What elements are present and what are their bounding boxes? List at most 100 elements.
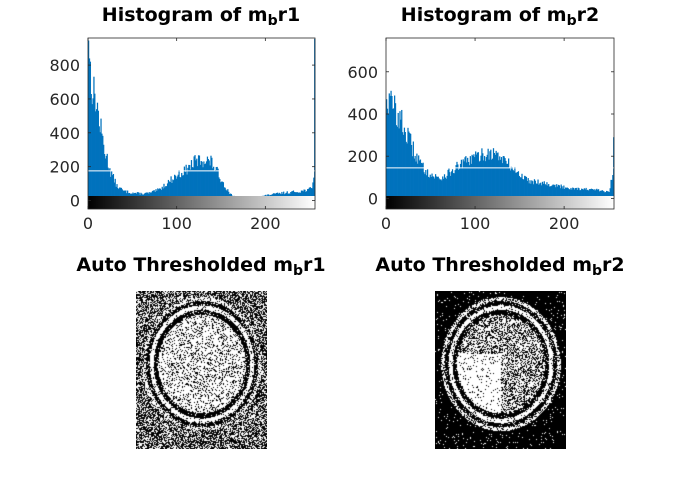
histogram-bar bbox=[176, 176, 178, 201]
histogram-bar bbox=[578, 188, 580, 199]
histogram-bar bbox=[124, 190, 126, 201]
histogram-bar bbox=[541, 181, 544, 199]
histogram-bar bbox=[414, 155, 416, 199]
histogram-bar bbox=[204, 164, 206, 201]
histogram-bar bbox=[518, 175, 520, 199]
histogram-bar bbox=[114, 178, 116, 201]
histogram-bar bbox=[163, 183, 165, 201]
histogram-bar bbox=[549, 186, 552, 199]
histogram-bar bbox=[532, 184, 535, 199]
histogram-bar bbox=[192, 167, 194, 201]
histogram-bar bbox=[187, 167, 189, 201]
histogram-bar bbox=[444, 177, 447, 199]
histogram-bar bbox=[208, 160, 210, 201]
histogram-bar bbox=[464, 157, 466, 199]
histogram-bar bbox=[96, 102, 99, 201]
histogram-bar bbox=[95, 109, 98, 201]
histogram-bar bbox=[308, 187, 311, 201]
histogram-bar bbox=[491, 159, 493, 199]
histogram-bar bbox=[500, 157, 503, 199]
histogram-bar bbox=[175, 178, 178, 201]
histogram-bar bbox=[423, 172, 425, 199]
histogram-bar bbox=[584, 189, 586, 199]
histogram-bar bbox=[565, 187, 567, 199]
histogram-bar bbox=[210, 155, 212, 201]
histogram-bar bbox=[469, 156, 471, 199]
histogram-bar bbox=[542, 183, 544, 199]
histogram-bar bbox=[198, 155, 201, 201]
histogram-bar bbox=[206, 156, 209, 201]
histogram-bar bbox=[174, 174, 176, 201]
histogram-bar bbox=[392, 108, 394, 199]
x-tick-label: 100 bbox=[460, 214, 491, 233]
histogram-bar bbox=[543, 181, 545, 199]
histogram-bar bbox=[540, 185, 543, 199]
y-tick-label: 400 bbox=[49, 124, 80, 143]
histogram-bar bbox=[127, 190, 129, 201]
histogram-bar bbox=[221, 181, 224, 201]
histogram-bar bbox=[426, 175, 428, 199]
histogram-bar bbox=[490, 149, 492, 199]
histogram-bar bbox=[190, 160, 193, 201]
histogram-bar bbox=[393, 108, 395, 199]
histogram-bar bbox=[532, 181, 534, 199]
histogram-bar bbox=[583, 188, 585, 199]
histogram-bar bbox=[598, 191, 601, 199]
histogram-bar bbox=[108, 169, 110, 201]
histogram-bar bbox=[311, 188, 313, 201]
histogram-bar bbox=[589, 189, 592, 199]
histogram-bar bbox=[99, 132, 101, 201]
histogram-bar bbox=[442, 176, 444, 199]
histogram-bar bbox=[571, 189, 573, 199]
histogram-bar bbox=[218, 177, 220, 201]
histogram-bar bbox=[480, 155, 482, 199]
histogram-bar bbox=[402, 132, 404, 199]
histogram-bar bbox=[103, 154, 106, 201]
histogram-bar bbox=[404, 132, 406, 199]
histogram-bar bbox=[538, 184, 540, 199]
histogram-bar bbox=[525, 176, 528, 199]
histogram-bar bbox=[300, 190, 303, 201]
histogram-bar bbox=[524, 176, 527, 199]
histogram-bar bbox=[594, 190, 596, 199]
histogram-bar bbox=[517, 171, 520, 199]
histogram-bar bbox=[417, 163, 419, 199]
histogram-bar bbox=[591, 189, 593, 199]
histogram-bar bbox=[171, 183, 173, 201]
histogram-bar bbox=[501, 163, 504, 199]
histogram-bar bbox=[467, 161, 470, 199]
histogram-bar bbox=[458, 169, 460, 199]
histogram-bar bbox=[575, 187, 577, 199]
histogram-bar bbox=[122, 190, 124, 201]
histogram-bar bbox=[418, 155, 420, 199]
histogram-bar bbox=[555, 187, 557, 199]
histogram-bar bbox=[421, 163, 423, 199]
histogram-bar bbox=[487, 148, 489, 199]
histogram-bar bbox=[103, 144, 105, 201]
histogram-bar bbox=[400, 119, 402, 199]
histogram-bar bbox=[125, 190, 127, 201]
histogram-bar bbox=[178, 170, 180, 201]
histogram-bar bbox=[463, 161, 465, 199]
histogram-bar bbox=[475, 154, 478, 199]
histogram-bar bbox=[97, 110, 99, 201]
histogram-bar bbox=[508, 167, 511, 199]
histogram-bar bbox=[186, 174, 188, 201]
histogram-bar bbox=[301, 190, 303, 201]
histogram-bar bbox=[460, 159, 463, 199]
histogram-bar bbox=[438, 178, 440, 199]
histogram-bar bbox=[415, 161, 417, 199]
histogram-bar bbox=[195, 160, 197, 201]
histogram-bar bbox=[577, 187, 579, 199]
histogram-bar bbox=[158, 188, 161, 201]
histogram-bar bbox=[527, 178, 529, 199]
histogram-bar bbox=[216, 166, 218, 201]
histogram-bar bbox=[402, 134, 405, 199]
histogram-1-title: Histogram of mbr1 bbox=[101, 4, 301, 29]
histogram-bar bbox=[589, 189, 591, 199]
histogram-bar bbox=[405, 141, 407, 199]
histogram-bar bbox=[554, 184, 556, 199]
histogram-bar bbox=[561, 186, 563, 199]
histogram-bar bbox=[459, 163, 462, 199]
histogram-bar bbox=[488, 159, 490, 199]
